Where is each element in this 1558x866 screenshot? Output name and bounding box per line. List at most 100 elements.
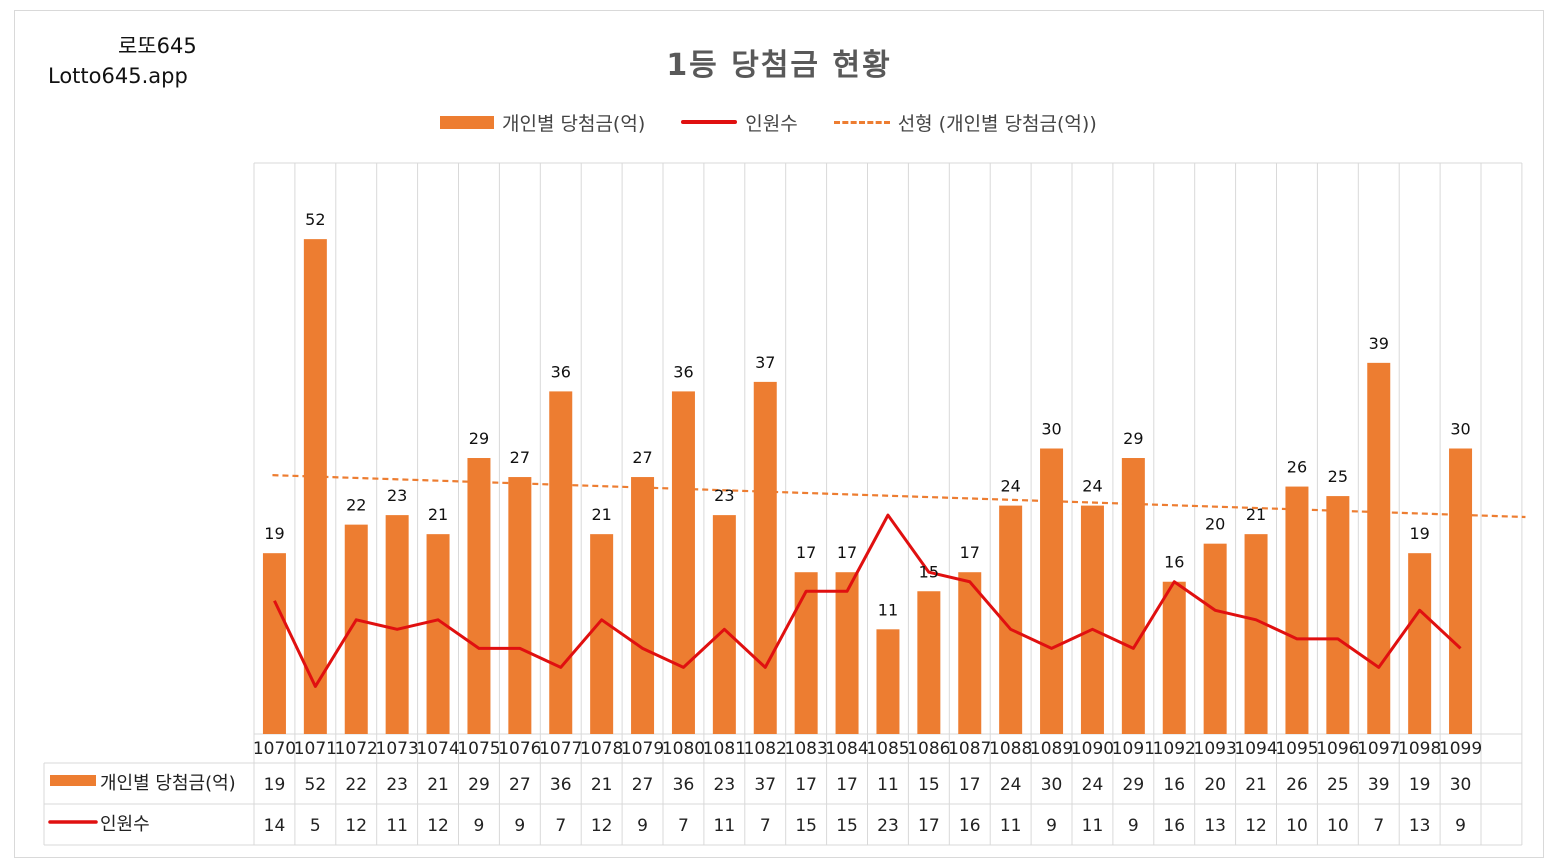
bar-label-1078: 21 — [591, 505, 611, 524]
table-prize-1099: 30 — [1450, 775, 1472, 795]
legend-item-prize: 개인별 당첨금(억) — [440, 109, 645, 136]
bar-1071 — [303, 239, 327, 734]
legend-label-winners: 인원수 — [745, 112, 798, 135]
table-prize-1078: 21 — [591, 775, 613, 795]
bar-1072 — [344, 524, 368, 734]
table-winners-1094: 12 — [1245, 816, 1267, 836]
bar-1074 — [426, 534, 450, 734]
trendline — [272, 474, 1526, 519]
bar-1090 — [1080, 505, 1104, 734]
tick-label-1085: 1085 — [866, 739, 909, 759]
table-prize-1092: 16 — [1163, 775, 1185, 795]
table-prize-1091: 29 — [1123, 775, 1145, 795]
bar-1092 — [1162, 581, 1186, 734]
tick-label-1075: 1075 — [457, 739, 500, 759]
bar-label-1090: 24 — [1082, 477, 1102, 496]
table-row-label-prize: 개인별 당첨금(억) — [100, 773, 236, 794]
table-winners-1088: 11 — [1000, 816, 1022, 836]
table-winners-1074: 12 — [427, 816, 449, 836]
table-winners-1071: 5 — [310, 816, 321, 836]
tick-label-1092: 1092 — [1153, 739, 1196, 759]
legend-swatch-line — [681, 120, 738, 124]
tick-label-1082: 1082 — [744, 739, 787, 759]
tick-label-1083: 1083 — [785, 739, 828, 759]
tick-label-1099: 1099 — [1439, 739, 1482, 759]
table-prize-1071: 52 — [305, 775, 327, 795]
table-winners-1070: 14 — [264, 816, 286, 836]
bar-1089 — [1040, 448, 1064, 734]
tick-label-1071: 1071 — [294, 739, 337, 759]
table-prize-1079: 27 — [632, 775, 654, 795]
bar-label-1070: 19 — [264, 524, 284, 543]
bar-1078 — [590, 534, 614, 734]
tick-label-1096: 1096 — [1316, 739, 1359, 759]
tick-label-1089: 1089 — [1030, 739, 1073, 759]
bar-1096 — [1326, 496, 1350, 734]
table-prize-1070: 19 — [264, 775, 286, 795]
bar-label-1093: 20 — [1205, 515, 1225, 534]
bar-label-1083: 17 — [796, 543, 816, 562]
legend-item-trend: 선형 (개인별 당첨금(억)) — [833, 109, 1097, 136]
legend-swatch-trend — [833, 120, 890, 124]
table-prize-1097: 39 — [1368, 775, 1390, 795]
bar-1079 — [631, 477, 655, 734]
legend-swatch-bar — [440, 115, 494, 129]
bar-label-1097: 39 — [1369, 334, 1389, 353]
legend-label-prize: 개인별 당첨금(억) — [502, 112, 646, 135]
tick-label-1079: 1079 — [621, 739, 664, 759]
table-prize-1088: 24 — [1000, 775, 1022, 795]
table-prize-1072: 22 — [345, 775, 367, 795]
table-prize-1098: 19 — [1409, 775, 1431, 795]
bar-1081 — [712, 515, 736, 734]
table-winners-1080: 7 — [678, 816, 689, 836]
tick-label-1078: 1078 — [580, 739, 623, 759]
table-winners-1091: 9 — [1128, 816, 1139, 836]
table-row-label-winners: 인원수 — [100, 814, 150, 835]
bar-1086 — [917, 591, 941, 734]
table-winners-1086: 17 — [918, 816, 940, 836]
table-prize-1096: 25 — [1327, 775, 1349, 795]
bar-label-1091: 29 — [1123, 429, 1143, 448]
table-prize-1095: 26 — [1286, 775, 1308, 795]
bar-1097 — [1367, 362, 1391, 734]
bar-1093 — [1203, 543, 1227, 734]
bar-label-1076: 27 — [510, 448, 530, 467]
bar-1095 — [1285, 486, 1309, 734]
brand-name-english: Lotto645.app — [48, 64, 188, 88]
bar-label-1074: 21 — [428, 505, 448, 524]
table-prize-1086: 15 — [918, 775, 940, 795]
bar-1083 — [794, 572, 818, 734]
tick-label-1073: 1073 — [376, 739, 419, 759]
bar-1099 — [1449, 448, 1473, 734]
table-winners-1078: 12 — [591, 816, 613, 836]
bar-label-1096: 25 — [1328, 467, 1348, 486]
bar-label-1085: 11 — [878, 600, 898, 619]
bar-1087 — [958, 572, 982, 734]
bar-label-1081: 23 — [714, 486, 734, 505]
table-winners-1073: 11 — [386, 816, 408, 836]
table-winners-1087: 16 — [959, 816, 981, 836]
table-prize-1084: 17 — [836, 775, 858, 795]
bar-label-1080: 36 — [673, 362, 693, 381]
tick-label-1077: 1077 — [539, 739, 582, 759]
tick-label-1072: 1072 — [335, 739, 378, 759]
table-prize-1082: 37 — [754, 775, 776, 795]
bar-1080 — [671, 391, 695, 734]
table-winners-1095: 10 — [1286, 816, 1308, 836]
bar-1070 — [262, 553, 286, 734]
bar-label-1071: 52 — [305, 210, 325, 229]
bar-label-1073: 23 — [387, 486, 407, 505]
table-winners-1081: 11 — [714, 816, 736, 836]
table-swatch-bar — [50, 775, 96, 786]
bar-1075 — [467, 458, 491, 734]
table-winners-1085: 23 — [877, 816, 899, 836]
tick-label-1080: 1080 — [662, 739, 705, 759]
tick-label-1094: 1094 — [1234, 739, 1277, 759]
table-prize-1089: 30 — [1041, 775, 1063, 795]
bar-label-1082: 37 — [755, 353, 775, 372]
table-prize-1085: 11 — [877, 775, 899, 795]
chart-legend: 개인별 당첨금(억) 인원수 선형 (개인별 당첨금(억)) — [440, 108, 1133, 136]
bar-label-1077: 36 — [551, 362, 571, 381]
bar-1082 — [753, 381, 777, 734]
